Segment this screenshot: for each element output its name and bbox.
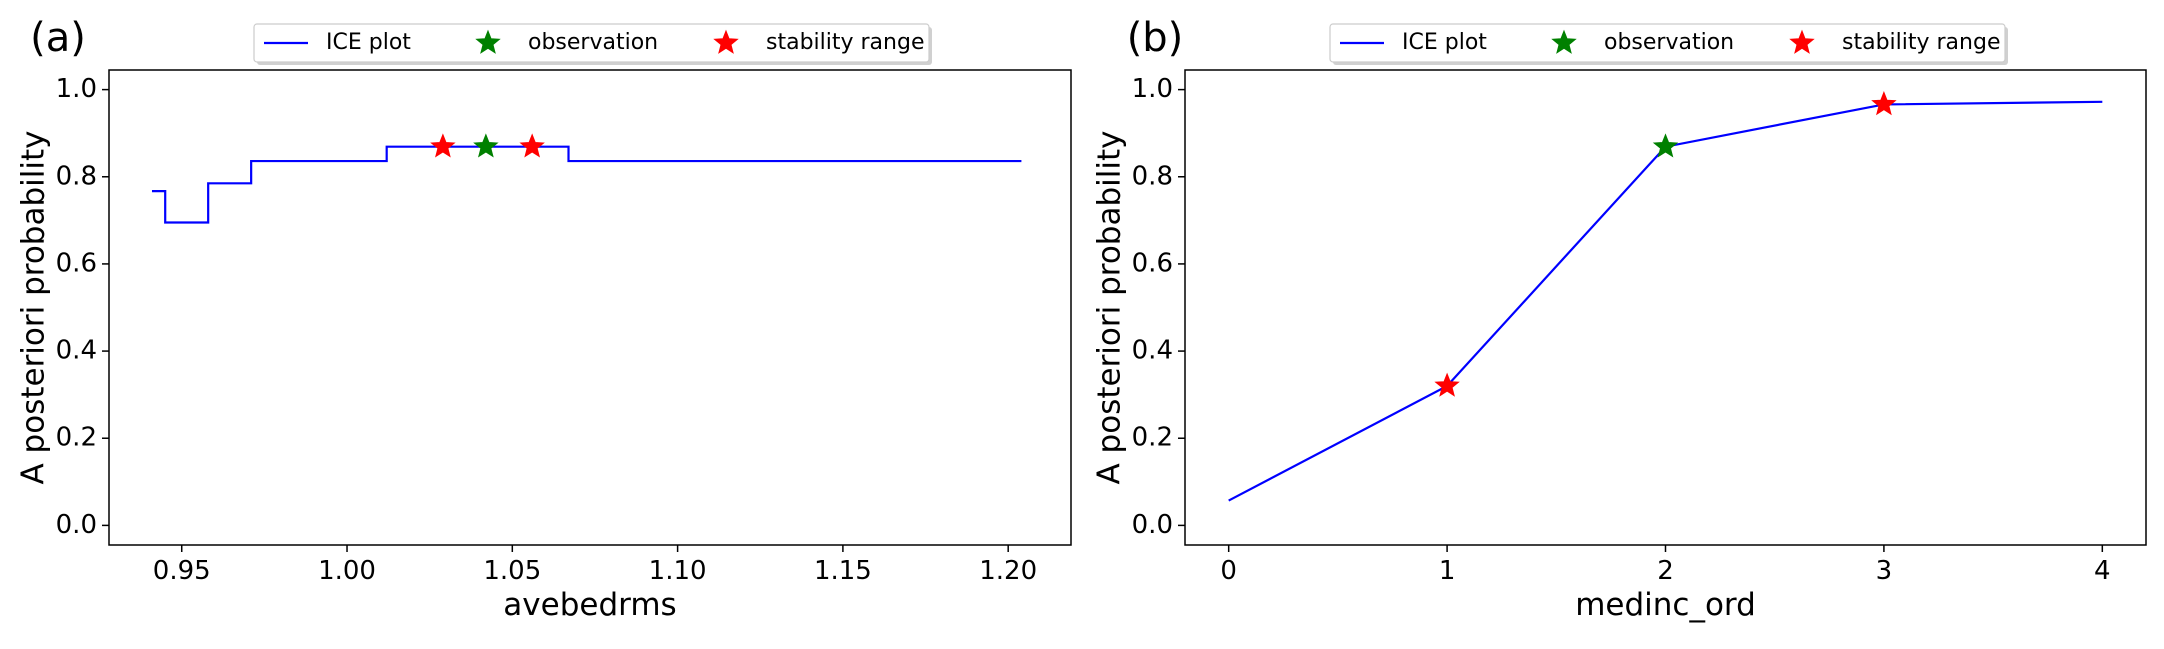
observation-star: [473, 133, 499, 158]
y-tick-label: 0.0: [56, 510, 97, 540]
x-tick-label: 1.20: [979, 556, 1037, 586]
observation-star: [1652, 133, 1679, 158]
stability-range-star: [430, 133, 456, 158]
legend: ICE plot observation stability range: [1329, 23, 2008, 65]
legend-entry-label: observation: [1604, 30, 1734, 55]
x-tick-label: 1.05: [483, 556, 541, 586]
axes-frame: [108, 69, 1072, 546]
x-tick-label: 3: [1876, 556, 1893, 586]
panel-label: (a): [30, 15, 86, 61]
x-tick-label: 4: [2094, 556, 2111, 586]
legend-star-swatch: [713, 29, 739, 54]
stability-range-star: [519, 133, 545, 158]
x-tick-label: 1: [1439, 556, 1456, 586]
x-tick-label: 1.15: [814, 556, 872, 586]
panel-label: (b): [1127, 15, 1184, 61]
y-tick-label: 0.2: [56, 423, 97, 453]
y-tick-label: 1.0: [1132, 74, 1173, 104]
legend-box: [1329, 23, 2006, 63]
legend: ICE plot observation stability range: [253, 23, 932, 65]
y-tick-label: 0.0: [1132, 510, 1173, 540]
y-tick-label: 1.0: [56, 74, 97, 104]
chart-panel-1: (a) 0.95 1.00 1.05 1.10 1.15 1.20 0.0 0.2 0.4 0.6 0…: [16, 15, 1072, 623]
legend-entry-label: ICE plot: [1402, 30, 1487, 55]
chart-panel-2: (b) 0 1 2 3 4 0.0 0.2 0.4 0.6 0.8 1.0 medinc_ord A po…: [1092, 15, 2147, 623]
legend-star-swatch: [1789, 29, 1815, 54]
y-tick-label: 0.6: [1132, 248, 1173, 278]
legend-entry-label: stability range: [766, 30, 924, 55]
y-tick-label: 0.4: [1132, 336, 1173, 366]
stability-range-star: [1871, 91, 1897, 116]
x-axis-label: medinc_ord: [1575, 587, 1756, 623]
x-tick-label: 1.10: [649, 556, 707, 586]
y-tick-label: 0.6: [56, 248, 97, 278]
x-axis-label: avebedrms: [503, 587, 676, 623]
x-tick-label: 1.00: [318, 556, 376, 586]
y-tick-label: 0.2: [1132, 423, 1173, 453]
x-tick-label: 2: [1657, 556, 1674, 586]
x-tick-label: 0: [1220, 556, 1237, 586]
x-tick-label: 0.95: [153, 556, 211, 586]
y-axis-label: A posteriori probability: [16, 130, 52, 484]
ice-plot-line: [1228, 100, 2103, 502]
legend-box: [253, 23, 930, 63]
legend-entry-label: observation: [528, 30, 658, 55]
y-tick-label: 0.8: [1132, 161, 1173, 191]
legend-entry-label: ICE plot: [326, 30, 411, 55]
legend-star-swatch: [475, 29, 501, 54]
ice-plot-line: [151, 145, 1022, 224]
y-tick-label: 0.8: [56, 161, 97, 191]
y-tick-label: 0.4: [56, 336, 97, 366]
legend-entry-label: stability range: [1842, 30, 2000, 55]
y-axis-label: A posteriori probability: [1092, 130, 1128, 484]
legend-star-swatch: [1551, 29, 1577, 54]
stability-range-star: [1434, 372, 1460, 397]
